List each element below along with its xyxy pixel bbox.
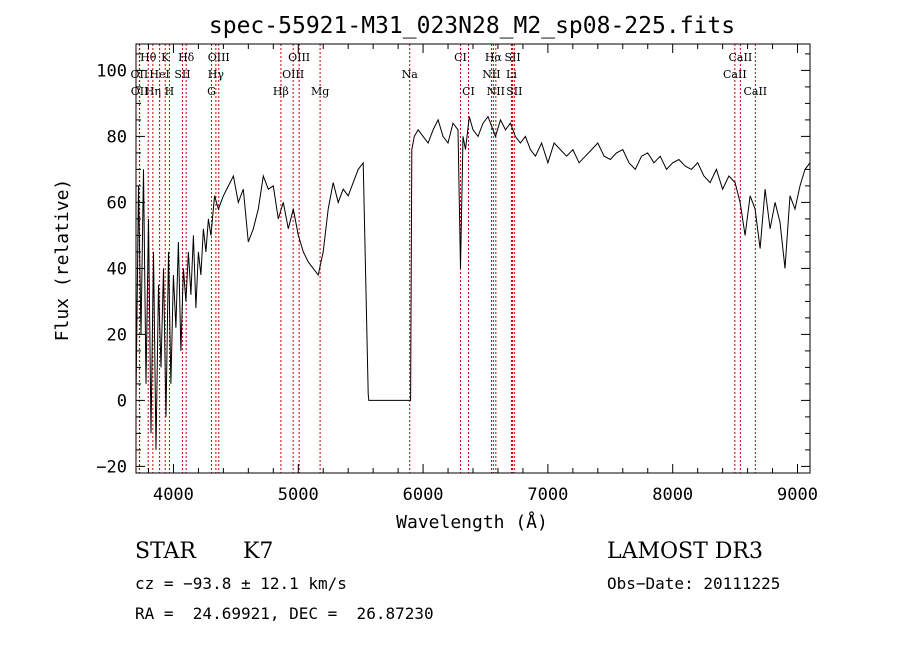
y-tick-label: −20: [96, 457, 127, 477]
y-tick-label: 0: [117, 391, 127, 411]
line-label-oiii: OIII: [282, 68, 304, 81]
x-tick-label: 8000: [652, 485, 693, 505]
line-label-hθ: Hθ: [140, 51, 157, 64]
survey-name: LAMOST DR3: [607, 539, 763, 564]
x-tick-label: 6000: [403, 485, 444, 505]
line-label-g: G: [207, 85, 216, 98]
y-tick-label: 80: [107, 127, 127, 147]
y-tick-label: 40: [107, 259, 127, 279]
line-label-ci: CI: [462, 85, 475, 98]
flux-series-line: [135, 115, 811, 450]
redshift-cz: cz = −93.8 ± 12.1 km/s: [135, 574, 347, 593]
line-label-oiii: OIII: [208, 51, 230, 64]
observation-date: Obs−Date: 20111225: [607, 574, 781, 593]
x-axis-label: Wavelength (Å): [396, 511, 548, 533]
object-subclass: K7: [243, 539, 274, 564]
x-tick-label: 5000: [278, 485, 319, 505]
y-axis-label: Flux (relative): [52, 179, 73, 342]
x-axis-ticks: 4000 5000 6000 7000 8000 9000: [147, 44, 818, 505]
line-label-oii: OII: [131, 68, 149, 81]
line-label-ci: CI: [454, 51, 467, 64]
plot-frame: [135, 43, 811, 474]
chart-title: spec-55921-M31_023N28_M2_sp08-225.fits: [209, 13, 735, 39]
y-tick-label: 100: [96, 61, 127, 81]
line-label-caii: CaII: [743, 85, 767, 98]
line-label-sii: SII: [506, 85, 522, 98]
x-tick-label: 7000: [527, 485, 568, 505]
y-tick-label: 20: [107, 325, 127, 345]
line-label-hei: HeI: [149, 68, 169, 81]
line-label-oiii: OIII: [288, 51, 310, 64]
x-tick-label: 4000: [153, 485, 194, 505]
x-tick-label: 9000: [777, 485, 818, 505]
line-label-h: H: [165, 85, 175, 98]
y-tick-label: 60: [107, 193, 127, 213]
line-label-oii: OII: [131, 85, 149, 98]
line-label-caii: CaII: [729, 51, 753, 64]
line-label-li: Li: [506, 68, 517, 81]
line-label-hδ: Hδ: [178, 51, 195, 64]
line-label-mg: Mg: [311, 85, 329, 98]
line-label-nii: NII: [482, 68, 500, 81]
emission-line-markers: [138, 44, 756, 473]
coordinates: RA = 24.69921, DEC = 26.87230: [135, 604, 434, 623]
line-label-hγ: Hγ: [208, 68, 225, 81]
line-label-sii: SII: [504, 51, 520, 64]
line-label-hα: Hα: [485, 51, 503, 64]
line-label-na: Na: [402, 68, 419, 81]
line-label-hη: Hη: [145, 85, 161, 98]
line-label-sii: SII: [174, 68, 190, 81]
y-axis-ticks: −20 0 20 40 60 80 100: [96, 53, 810, 477]
line-label-nii: NII: [487, 85, 505, 98]
line-label-caii: CaII: [723, 68, 747, 81]
object-class: STAR: [135, 539, 196, 564]
line-label-k: K: [161, 51, 170, 64]
line-label-hβ: Hβ: [273, 85, 289, 98]
